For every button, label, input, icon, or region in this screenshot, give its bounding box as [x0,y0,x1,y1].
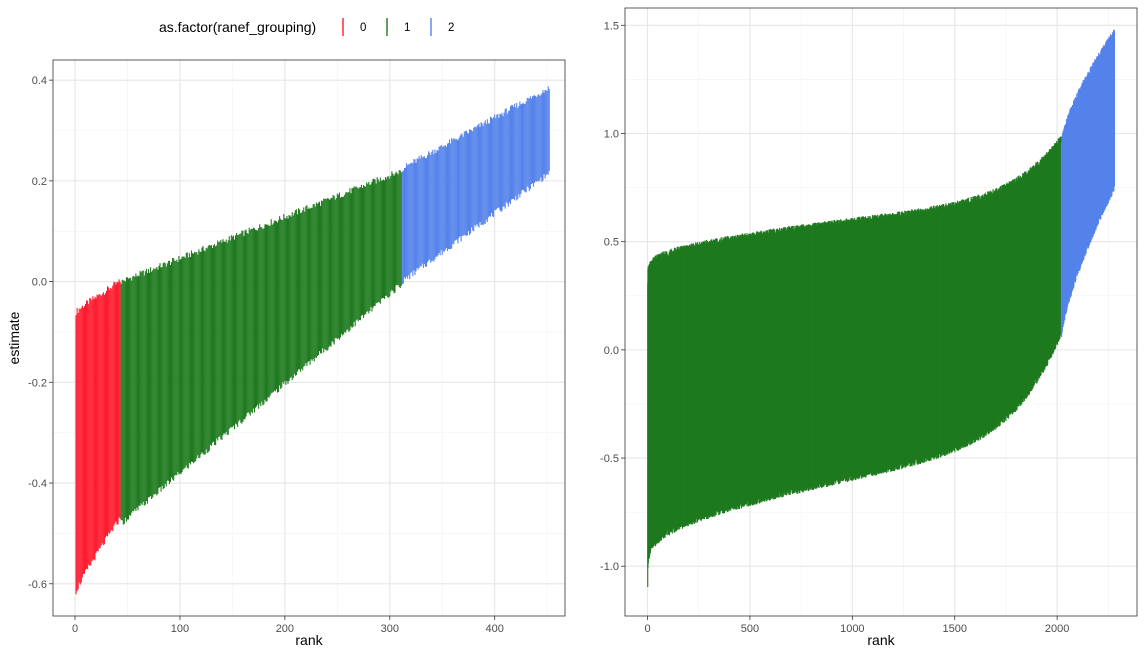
x-axis-ticks: 0 100 200 300 400 [72,616,504,635]
plot-border [624,7,1138,617]
y-axis-title: estimate [6,311,22,364]
plot-border [52,59,566,617]
x-tick-label: 400 [486,623,504,635]
x-axis-ticks: 0 500 1000 1500 2000 [644,616,1069,635]
x-axis-title: rank [295,632,323,648]
series-2 [1060,29,1116,338]
x-tick-label: 0 [644,623,650,635]
y-tick-label: -0.4 [28,478,47,490]
legend-label-1: 1 [404,22,410,34]
chart-left: 0 100 200 300 400 -0.6 -0.4 -0.2 0.0 0.2 0.4 rank… [6,59,566,648]
x-tick-label: 200 [276,623,294,635]
y-axis-ticks: -0.6 -0.4 -0.2 0.0 0.2 0.4 [28,75,53,591]
y-tick-label: 1.5 [604,20,619,32]
y-tick-label: -0.2 [28,377,47,389]
data-marks [75,86,550,595]
x-tick-label: 2000 [1045,623,1069,635]
legend-entry-0: 0 [342,18,366,36]
y-tick-label: -0.5 [600,453,619,465]
series-1 [647,136,1062,588]
chart-legend: as.factor(ranef_grouping) 0 1 2 [159,18,454,36]
y-tick-label: -1.0 [600,561,619,573]
legend-label-2: 2 [448,22,454,34]
legend-label-0: 0 [360,22,366,34]
chart-right: 0 500 1000 1500 2000 -1.0 -0.5 0.0 0.5 1.0 1.5 ra… [600,7,1138,648]
x-axis-title: rank [867,632,895,648]
series-1 [120,170,402,525]
y-tick-label: 0.0 [32,277,47,289]
y-tick-label: 0.5 [604,237,619,249]
y-tick-label: 0.2 [32,176,47,188]
x-tick-label: 500 [741,623,759,635]
x-tick-label: 1000 [840,623,864,635]
x-tick-label: 100 [171,623,189,635]
series-2 [401,86,550,285]
x-tick-label: 1500 [942,623,966,635]
legend-entry-2: 2 [430,18,454,36]
y-axis-ticks: -1.0 -0.5 0.0 0.5 1.0 1.5 [600,20,625,573]
x-tick-label: 0 [72,623,78,635]
legend-entry-1: 1 [386,18,410,36]
series-0 [75,279,121,595]
y-tick-label: 0.0 [604,345,619,357]
data-marks [647,29,1116,588]
y-tick-label: -0.6 [28,579,47,591]
y-tick-label: 1.0 [604,128,619,140]
y-tick-label: 0.4 [32,75,47,87]
legend-title: as.factor(ranef_grouping) [159,19,316,35]
x-tick-label: 300 [381,623,399,635]
